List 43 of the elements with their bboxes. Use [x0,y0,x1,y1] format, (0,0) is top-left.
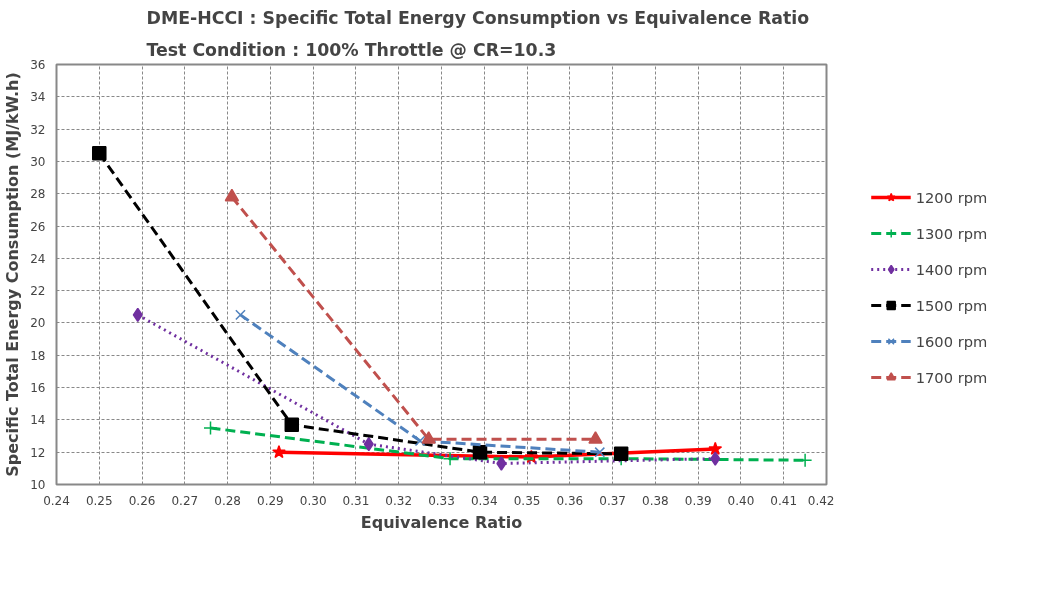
legend-label: 1700 rpm [915,368,988,386]
x-tick-label: 0.40 [727,493,755,508]
y-tick-label: 34 [30,90,46,105]
chart-subtitle: Test Condition : 100% Throttle @ CR=10.3 [146,39,557,60]
legend-label: 1500 rpm [915,296,988,314]
x-tick-label: 0.32 [385,493,413,508]
y-tick-label: 12 [30,445,46,460]
y-tick-label: 20 [30,316,46,331]
x-tick-label: 0.26 [128,493,156,508]
x-tick-label: 0.42 [807,493,835,508]
x-tick-label: 0.29 [257,493,284,508]
y-axis-title: Specific Total Energy Consumption (MJ/kW.h) [3,72,23,477]
x-tick-label: 0.37 [599,493,626,508]
x-tick-label: 0.36 [556,493,584,508]
y-tick-label: 18 [30,348,46,363]
x-tick-label: 0.25 [85,493,113,508]
x-tick-label: 0.31 [342,493,370,508]
x-tick-label: 0.33 [428,493,455,508]
x-axis-title: Equivalence Ratio [360,512,523,532]
legend-label: 1300 rpm [915,224,988,242]
y-tick-label: 32 [30,122,46,137]
x-tick-label: 0.39 [684,493,712,508]
x-tick-label: 0.30 [299,493,327,508]
y-tick-label: 24 [30,251,46,266]
x-tick-label: 0.34 [470,493,498,508]
y-tick-label: 28 [30,187,46,202]
x-tick-label: 0.38 [642,493,669,508]
y-tick-label: 30 [30,154,46,169]
y-tick-label: 10 [30,478,46,492]
x-tick-label: 0.35 [513,493,541,508]
legend-label: 1400 rpm [915,260,988,278]
legend-label: 1200 rpm [915,188,988,206]
y-tick-label: 22 [30,284,46,299]
legend-label: 1600 rpm [915,332,988,350]
y-tick-label: 36 [30,58,46,72]
y-tick-label: 16 [30,381,46,396]
x-tick-label: 0.27 [171,493,199,508]
x-tick-label: 0.24 [43,493,70,508]
x-tick-label: 0.28 [214,493,241,508]
y-tick-label: 14 [30,413,46,428]
x-tick-label: 0.41 [770,493,798,508]
y-tick-label: 26 [30,219,46,234]
chart-title: DME-HCCI : Specific Total Energy Consumption vs Equivalence Ratio [146,7,810,28]
